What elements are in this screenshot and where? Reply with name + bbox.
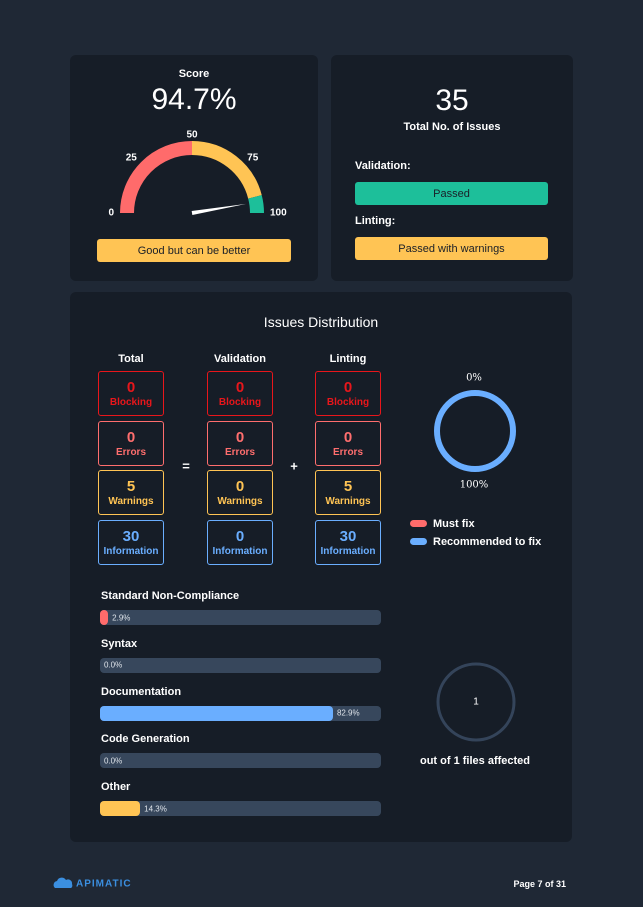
total-issues: 35 — [435, 84, 469, 117]
bar — [100, 705, 333, 721]
column-header: Total — [118, 353, 144, 365]
gauge-status: Good but can be better — [97, 239, 291, 262]
check-name: Linting: — [355, 215, 396, 227]
bar-track — [100, 801, 381, 817]
distribution-card — [70, 292, 572, 842]
total-issues-label: Total No. of Issues — [403, 121, 501, 133]
issue-count: 0 — [235, 379, 245, 396]
bar-track — [100, 657, 381, 673]
issue-type: Blocking — [218, 397, 262, 408]
bar-label: 14.3% — [144, 804, 167, 814]
donut-label: 100% — [460, 480, 489, 491]
check-status: Passed — [355, 182, 548, 205]
score-label: Score — [178, 68, 210, 80]
gauge-band — [120, 141, 193, 214]
donut-segment — [434, 390, 516, 472]
issue-box: 0 Blocking — [207, 371, 273, 416]
bar-label: 0.0% — [104, 756, 123, 766]
files-count: 1 — [473, 697, 479, 708]
bar-track — [100, 610, 381, 625]
issue-type: Errors — [115, 446, 146, 458]
gauge-needle — [191, 203, 247, 215]
issue-type: Errors — [224, 446, 255, 458]
legend-swatch — [410, 520, 427, 527]
issue-count: 5 — [343, 478, 353, 495]
issue-type: Warnings — [325, 496, 371, 507]
issue-count: 0 — [126, 379, 136, 396]
issue-box: 5 Warnings — [315, 470, 381, 515]
issue-count: 0 — [235, 428, 245, 446]
bar — [100, 801, 141, 817]
bar-track — [100, 753, 381, 769]
page-number: Page 7 of 31 — [513, 879, 566, 889]
gauge-tick-label: 100 — [270, 208, 287, 219]
issue-box: 30 Information — [315, 519, 381, 565]
bar-label: 0.0% — [104, 660, 123, 670]
files-ring — [436, 662, 516, 742]
check-name: Validation: — [355, 160, 411, 172]
files-text: out of 1 files affected — [419, 755, 531, 767]
legend-swatch — [410, 538, 427, 545]
gauge-tick-label: 50 — [186, 130, 198, 141]
category-name: Syntax — [101, 637, 138, 650]
issue-count: 30 — [122, 527, 140, 545]
issue-box: 0 Information — [207, 519, 273, 565]
issue-count: 30 — [339, 527, 357, 545]
issue-type: Errors — [332, 446, 363, 458]
score-value: 94.7% — [151, 83, 237, 116]
bar-label: 82.9% — [336, 708, 360, 718]
issue-count: 0 — [126, 428, 136, 446]
gauge-band — [248, 195, 264, 214]
legend-label: Recommended to fix — [433, 536, 542, 548]
issue-box: 0 Errors — [98, 420, 164, 466]
gauge-band — [191, 141, 262, 199]
issue-box: 0 Errors — [315, 420, 381, 466]
issue-count: 0 — [235, 527, 245, 545]
check-status: Passed with warnings — [355, 237, 548, 260]
bar — [100, 610, 109, 625]
category-name: Code Generation — [101, 733, 190, 746]
issue-box: 0 Blocking — [315, 371, 381, 416]
issue-type: Warnings — [217, 496, 263, 507]
issue-count: 0 — [235, 478, 245, 495]
column-header: Linting — [329, 353, 367, 365]
issue-count: 5 — [126, 478, 136, 495]
issue-type: Information — [212, 545, 268, 557]
brand-logo — [53, 877, 73, 888]
bar-label: 2.9% — [112, 613, 131, 622]
operator: = — [182, 458, 190, 474]
issue-count: 0 — [343, 428, 353, 446]
issue-box: 5 Warnings — [98, 470, 164, 515]
issue-type: Blocking — [326, 397, 370, 408]
issue-box: 0 Warnings — [207, 470, 273, 515]
issue-count: 0 — [343, 379, 353, 396]
issue-type: Warnings — [108, 496, 154, 507]
issue-box: 30 Information — [98, 519, 164, 565]
gauge-tick-label: 75 — [247, 152, 259, 163]
issue-box: 0 Blocking — [98, 371, 164, 416]
category-name: Standard Non-Compliance — [101, 590, 240, 602]
issue-type: Information — [103, 545, 159, 557]
brand: APIMATIC — [76, 878, 132, 890]
gauge-tick-label: 25 — [126, 152, 138, 163]
issue-type: Blocking — [109, 397, 153, 408]
category-name: Documentation — [101, 685, 182, 698]
issue-type: Information — [320, 545, 376, 557]
gauge-tick-label: 0 — [108, 208, 114, 219]
issue-box: 0 Errors — [207, 420, 273, 466]
distribution-title: Issues Distribution — [263, 314, 379, 330]
category-name: Other — [101, 781, 131, 794]
legend-label: Must fix — [433, 518, 475, 530]
donut-label: 0% — [466, 373, 482, 384]
column-header: Validation — [214, 353, 266, 365]
operator: + — [290, 458, 298, 474]
